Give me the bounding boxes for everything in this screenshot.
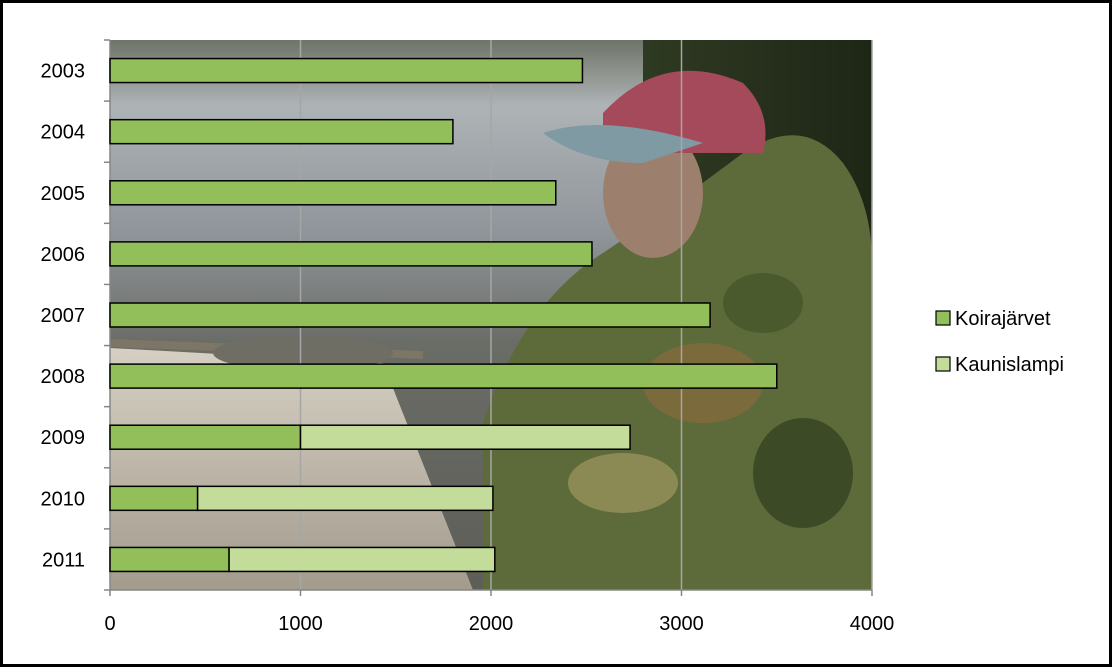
legend: Koirajärvet Kaunislampi: [935, 308, 1064, 376]
y-tick-label: 2008: [41, 366, 86, 388]
legend-swatch-kaunislampi: [935, 356, 951, 372]
bar-koirajarvet-2003: [109, 57, 584, 84]
x-tick-label: 1000: [278, 613, 323, 635]
bar-chart: 0 1000 2000 3000 4000 2003 2004 2005 2006 2007 200…: [41, 39, 1064, 635]
camo-patch: [723, 273, 803, 333]
y-tick-label: 2005: [41, 183, 86, 205]
fish: [213, 335, 393, 371]
bars: [109, 57, 778, 573]
camo-patch: [568, 453, 678, 513]
y-tick-label: 2011: [42, 549, 85, 571]
y-tick-label: 2010: [41, 488, 86, 510]
bar-koirajarvet-2009: [109, 424, 302, 450]
cap-brim: [543, 125, 703, 163]
y-tick-label: 2004: [41, 122, 86, 144]
y-tick-label: 2003: [41, 61, 86, 83]
x-tick-label: 4000: [850, 613, 895, 635]
tick-labels: 0 1000 2000 3000 4000 2003 2004 2005 2006 2007 200…: [41, 61, 895, 635]
x-tick-label: 0: [104, 613, 115, 635]
bar-kaunislampi-2009: [299, 424, 631, 450]
y-tick-label: 2009: [41, 427, 86, 449]
bar-koirajarvet-2007: [109, 302, 711, 328]
boat-hull: [110, 348, 473, 590]
legend-label-kaunislampi: Kaunislampi: [955, 354, 1064, 376]
bar-koirajarvet-2008: [109, 363, 778, 389]
x-tick-label: 2000: [469, 613, 514, 635]
legend-swatch-koirajarvet: [935, 310, 951, 326]
x-tick-label: 3000: [659, 613, 704, 635]
camo-patch: [753, 418, 853, 528]
bar-kaunislampi-2010: [196, 485, 494, 512]
legend-label-koirajarvet: Koirajärvet: [955, 308, 1051, 330]
bar-koirajarvet-2005: [109, 180, 557, 206]
bar-koirajarvet-2011: [109, 546, 230, 573]
y-tick-label: 2007: [41, 305, 86, 327]
bar-koirajarvet-2004: [109, 118, 454, 145]
bar-koirajarvet-2010: [109, 485, 199, 512]
bar-koirajarvet-2006: [109, 241, 593, 267]
bar-kaunislampi-2011: [228, 546, 496, 573]
y-tick-label: 2006: [41, 244, 86, 266]
